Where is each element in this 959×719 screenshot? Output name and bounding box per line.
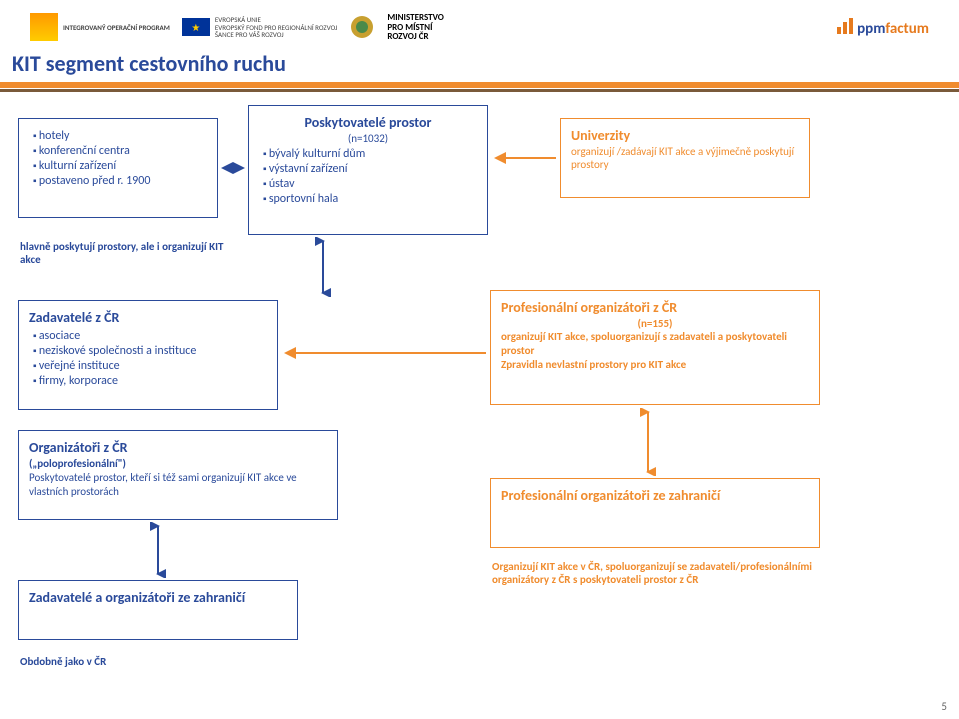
- universities-desc: organizují /zadávají KIT akce a výjimečn…: [571, 145, 799, 173]
- list-item: veřejné instituce: [33, 359, 267, 374]
- providers-count: (n=1032): [259, 132, 477, 146]
- ppm-text-left: ppm: [857, 20, 885, 38]
- box-foreign-principals: Zadavatelé a organizátoři ze zahraničí: [18, 580, 298, 640]
- arrow-universities-left: [490, 150, 558, 166]
- principals-title: Zadavatelé z ČR: [29, 309, 267, 327]
- logo-group-left: INTEGROVANÝ OPERAČNÍ PROGRAM ★ EVROPSKÁ …: [30, 13, 444, 43]
- organisers-title: Organizátoři z ČR: [29, 439, 128, 456]
- brown-divider: [0, 89, 959, 92]
- providers-title: Poskytovatelé prostor: [259, 114, 477, 132]
- list-item: kulturní zařízení: [33, 159, 207, 174]
- arrow-v-prof: [640, 408, 656, 476]
- organisers-sub: („poloprofesionální"): [29, 457, 327, 471]
- list-item: sportovní hala: [263, 192, 477, 207]
- prof-foreign-desc: Organizují KIT akce v ČR, spoluorganizuj…: [492, 560, 822, 586]
- orange-divider: [0, 82, 959, 88]
- mmr-logo: MINISTERSTVO PRO MÍSTNÍ ROZVOJ ČR: [387, 13, 443, 43]
- list-item: ústav: [263, 177, 477, 192]
- arrow-v-org-foreign: [150, 522, 166, 578]
- header-logos: INTEGROVANÝ OPERAČNÍ PROGRAM ★ EVROPSKÁ …: [30, 5, 929, 50]
- box-organisers-cr: Organizátoři z ČR („poloprofesionální") …: [18, 430, 338, 520]
- czech-emblem-icon: [349, 14, 375, 40]
- page-title: KIT segment cestovního ruchu: [12, 50, 286, 77]
- principals-items: asociace neziskové společnosti a institu…: [29, 329, 267, 389]
- list-item: neziskové společnosti a instituce: [33, 344, 267, 359]
- prof-cr-l2: Zpravidla nevlastní prostory pro KIT akc…: [501, 358, 809, 372]
- list-item: konferenční centra: [33, 144, 207, 159]
- arrow-prof-to-principals: [280, 345, 488, 361]
- ppm-text-right: factum: [885, 20, 929, 38]
- arrow-h-providers: [219, 160, 247, 176]
- iop-logo: INTEGROVANÝ OPERAČNÍ PROGRAM: [30, 13, 170, 41]
- eu-logo: ★ EVROPSKÁ UNIE EVROPSKÝ FOND PRO REGION…: [182, 16, 337, 39]
- prof-cr-title: Profesionální organizátoři z ČR: [501, 299, 809, 317]
- iop-text: INTEGROVANÝ OPERAČNÍ PROGRAM: [63, 24, 170, 32]
- prof-cr-count: (n=155): [501, 317, 809, 331]
- page-number: 5: [941, 700, 947, 713]
- organisers-desc: Poskytovatelé prostor, kteří si též sami…: [29, 471, 327, 499]
- eu-text: EVROPSKÁ UNIE EVROPSKÝ FOND PRO REGIONÁL…: [215, 16, 337, 39]
- arrow-v-providers-principals: [315, 237, 331, 297]
- box-prof-cr: Profesionální organizátoři z ČR (n=155) …: [490, 290, 820, 405]
- prof-foreign-title: Profesionální organizátoři ze zahraničí: [501, 487, 809, 505]
- box-prof-foreign: Profesionální organizátoři ze zahraničí: [490, 478, 820, 548]
- box-universities: Univerzity organizují /zadávají KIT akce…: [560, 118, 810, 198]
- list-item: asociace: [33, 329, 267, 344]
- prof-cr-l1: organizují KIT akce, spoluorganizují s z…: [501, 330, 809, 358]
- eu-flag-icon: ★: [182, 18, 210, 36]
- iop-icon: [30, 13, 58, 41]
- list-item: výstavní zařízení: [263, 162, 477, 177]
- ppm-bars-icon: [836, 17, 854, 35]
- list-item: bývalý kulturní dům: [263, 147, 477, 162]
- box-demand-list: hotely konferenční centra kulturní zaříz…: [18, 118, 218, 218]
- czech-logo: [349, 14, 375, 40]
- foreign-principals-title: Zadavatelé a organizátoři ze zahraničí: [29, 589, 287, 607]
- ppm-logo: ppmfactum: [836, 17, 929, 38]
- foreign-principals-note: Obdobně jako v ČR: [20, 655, 106, 668]
- list-item: hotely: [33, 129, 207, 144]
- list-item: firmy, korporace: [33, 374, 267, 389]
- providers-items: bývalý kulturní dům výstavní zařízení ús…: [259, 147, 477, 207]
- box-principals-cr: Zadavatelé z ČR asociace neziskové spole…: [18, 300, 278, 410]
- list-item: postaveno před r. 1900: [33, 174, 207, 189]
- demand-items: hotely konferenční centra kulturní zaříz…: [29, 129, 207, 189]
- box-providers: Poskytovatelé prostor (n=1032) bývalý ku…: [248, 105, 488, 235]
- providers-note: hlavně poskytují prostory, ale i organiz…: [20, 240, 240, 266]
- universities-title: Univerzity: [571, 127, 799, 145]
- mmr-text: MINISTERSTVO PRO MÍSTNÍ ROZVOJ ČR: [387, 13, 443, 43]
- title-bar: KIT segment cestovního ruchu: [0, 50, 959, 81]
